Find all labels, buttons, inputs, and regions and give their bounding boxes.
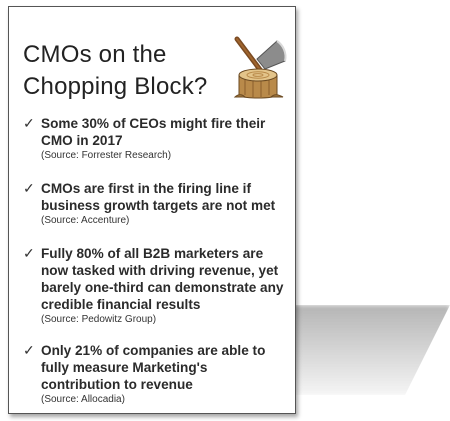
title-line-1: CMOs on the (23, 41, 167, 68)
fact-list: ✓ Some 30% of CEOs might fire their CMO … (23, 115, 289, 406)
checkmark-icon: ✓ (23, 180, 35, 196)
list-item: ✓ CMOs are first in the firing line if b… (23, 180, 289, 227)
fact-text: Fully 80% of all B2B marketers are now t… (41, 246, 284, 312)
info-card: CMOs on the Chopping Block? ✓ Some 30% o… (8, 6, 296, 414)
checkmark-icon: ✓ (23, 245, 35, 261)
checkmark-icon: ✓ (23, 342, 35, 358)
checkmark-icon: ✓ (23, 115, 35, 131)
fact-source: (Source: Forrester Research) (41, 150, 172, 161)
axe-in-stump-icon (233, 36, 287, 99)
fact-source: (Source: Pedowitz Group) (41, 314, 157, 325)
list-item: ✓ Only 21% of companies are able to full… (23, 342, 289, 406)
fact-source: (Source: Allocadia) (41, 394, 125, 405)
card-title: CMOs on the Chopping Block? (23, 39, 233, 103)
fact-text: Some 30% of CEOs might fire their CMO in… (41, 116, 266, 148)
list-item: ✓ Fully 80% of all B2B marketers are now… (23, 245, 289, 326)
title-line-2: Chopping Block? (23, 73, 208, 100)
fact-text: Only 21% of companies are able to fully … (41, 343, 266, 392)
fact-source: (Source: Accenture) (41, 215, 130, 226)
list-item: ✓ Some 30% of CEOs might fire their CMO … (23, 115, 289, 162)
fact-text: CMOs are first in the firing line if bus… (41, 181, 276, 213)
